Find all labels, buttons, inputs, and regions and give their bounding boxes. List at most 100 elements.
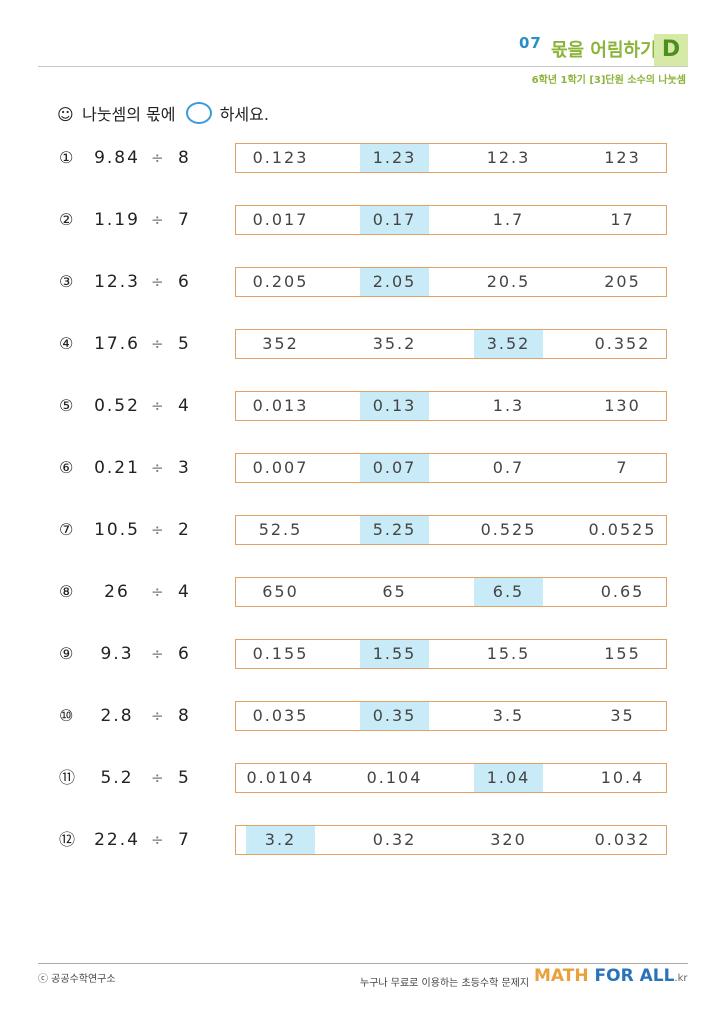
division-sign: ÷ <box>151 273 164 291</box>
answer-choice[interactable]: 1.55 <box>360 640 429 668</box>
answer-choice[interactable]: 1.7 <box>492 210 525 229</box>
answer-choice[interactable]: 5.25 <box>360 516 429 544</box>
level-badge: D <box>654 34 688 66</box>
answer-choice[interactable]: 10.4 <box>600 768 645 787</box>
dividend: 0.21 <box>94 458 140 478</box>
answer-choice[interactable]: 2.05 <box>360 268 429 296</box>
answer-choice[interactable]: 0.205 <box>252 272 309 291</box>
dividend: 5.2 <box>100 768 134 788</box>
answer-choice[interactable]: 20.5 <box>486 272 531 291</box>
answer-choice[interactable]: 3.2 <box>246 826 315 854</box>
answer-choice[interactable]: 65 <box>382 582 407 601</box>
header-divider <box>38 66 688 67</box>
answer-choice[interactable]: 0.0104 <box>246 768 315 787</box>
divisor: 8 <box>178 148 189 168</box>
answer-choice[interactable]: 3.5 <box>492 706 525 725</box>
division-sign: ÷ <box>151 335 164 353</box>
answer-choice[interactable]: 0.17 <box>360 206 429 234</box>
answer-choice[interactable]: 0.32 <box>372 830 417 849</box>
answer-choice[interactable]: 3.52 <box>474 330 543 358</box>
divisor: 7 <box>178 830 189 850</box>
answer-choices: 352 35.2 3.52 0.352 <box>235 329 667 359</box>
answer-choice[interactable]: 0.07 <box>360 454 429 482</box>
answer-choice[interactable]: 0.017 <box>252 210 309 229</box>
answer-choice[interactable]: 35.2 <box>372 334 417 353</box>
problem-row: ⑧ 26 ÷ 4 650 65 6.5 0.65 <box>0 577 724 607</box>
dividend: 1.19 <box>94 210 140 230</box>
answer-choice[interactable]: 1.3 <box>492 396 525 415</box>
answer-choices: 650 65 6.5 0.65 <box>235 577 667 607</box>
division-sign: ÷ <box>151 769 164 787</box>
dividend: 0.52 <box>94 396 140 416</box>
division-sign: ÷ <box>151 397 164 415</box>
answer-choices: 0.205 2.05 20.5 205 <box>235 267 667 297</box>
answer-choice[interactable]: 35 <box>610 706 635 725</box>
answer-choice[interactable]: 7 <box>616 458 629 477</box>
answer-choice[interactable]: 0.035 <box>252 706 309 725</box>
answer-choice[interactable]: 0.013 <box>252 396 309 415</box>
problem-row: ⑩ 2.8 ÷ 8 0.035 0.35 3.5 35 <box>0 701 724 731</box>
problem-row: ⑥ 0.21 ÷ 3 0.007 0.07 0.7 7 <box>0 453 724 483</box>
answer-choice[interactable]: 0.104 <box>366 768 423 787</box>
problem-number: ⑩ <box>59 706 74 725</box>
answer-choice[interactable]: 650 <box>262 582 299 601</box>
dividend: 9.84 <box>94 148 140 168</box>
answer-choices: 0.123 1.23 12.3 123 <box>235 143 667 173</box>
dividend: 17.6 <box>94 334 140 354</box>
answer-choice[interactable]: 0.65 <box>600 582 645 601</box>
problem-row: ⑨ 9.3 ÷ 6 0.155 1.55 15.5 155 <box>0 639 724 669</box>
instruction-text-after: 하세요. <box>219 105 269 124</box>
answer-choice[interactable]: 352 <box>262 334 299 353</box>
worksheet-number: 07 <box>519 34 542 52</box>
problem-row: ⑪ 5.2 ÷ 5 0.0104 0.104 1.04 10.4 <box>0 763 724 793</box>
answer-choices: 0.007 0.07 0.7 7 <box>235 453 667 483</box>
answer-choice[interactable]: 320 <box>490 830 527 849</box>
divisor: 6 <box>178 272 189 292</box>
mathforall-logo: MATH FOR ALL.kr <box>534 966 688 986</box>
answer-choice[interactable]: 15.5 <box>486 644 531 663</box>
answer-choice[interactable]: 0.352 <box>594 334 651 353</box>
division-sign: ÷ <box>151 583 164 601</box>
answer-choice[interactable]: 0.032 <box>594 830 651 849</box>
copyright: ⓒ 공공수학연구소 <box>38 974 116 985</box>
answer-choice[interactable]: 6.5 <box>474 578 543 606</box>
problem-number: ⑧ <box>59 582 74 601</box>
answer-choice[interactable]: 1.23 <box>360 144 429 172</box>
problem-number: ⑦ <box>59 520 74 539</box>
answer-choice[interactable]: 0.0525 <box>588 520 657 539</box>
divisor: 3 <box>178 458 189 478</box>
divisor: 5 <box>178 768 189 788</box>
division-sign: ÷ <box>151 149 164 167</box>
division-sign: ÷ <box>151 211 164 229</box>
problem-number: ⑨ <box>59 644 74 663</box>
problem-number: ④ <box>59 334 74 353</box>
problem-number: ② <box>59 210 74 229</box>
answer-choice[interactable]: 1.04 <box>474 764 543 792</box>
answer-choice[interactable]: 12.3 <box>486 148 531 167</box>
answer-choice[interactable]: 130 <box>604 396 641 415</box>
answer-choice[interactable]: 0.525 <box>480 520 537 539</box>
footer-divider <box>38 963 688 964</box>
divisor: 6 <box>178 644 189 664</box>
answer-choice[interactable]: 0.7 <box>492 458 525 477</box>
problem-number: ① <box>59 148 74 167</box>
problem-number: ⑤ <box>59 396 74 415</box>
answer-choices: 0.035 0.35 3.5 35 <box>235 701 667 731</box>
answer-choice[interactable]: 52.5 <box>258 520 303 539</box>
answer-choice[interactable]: 205 <box>604 272 641 291</box>
problem-number: ⑥ <box>59 458 74 477</box>
answer-choice[interactable]: 0.007 <box>252 458 309 477</box>
dividend: 22.4 <box>94 830 140 850</box>
answer-choice[interactable]: 17 <box>610 210 635 229</box>
answer-choice[interactable]: 123 <box>604 148 641 167</box>
problem-row: ① 9.84 ÷ 8 0.123 1.23 12.3 123 <box>0 143 724 173</box>
circle-icon <box>185 102 212 124</box>
dividend: 12.3 <box>94 272 140 292</box>
divisor: 5 <box>178 334 189 354</box>
answer-choice[interactable]: 155 <box>604 644 641 663</box>
answer-choice[interactable]: 0.123 <box>252 148 309 167</box>
division-sign: ÷ <box>151 521 164 539</box>
answer-choice[interactable]: 0.35 <box>360 702 429 730</box>
answer-choice[interactable]: 0.155 <box>252 644 309 663</box>
answer-choice[interactable]: 0.13 <box>360 392 429 420</box>
